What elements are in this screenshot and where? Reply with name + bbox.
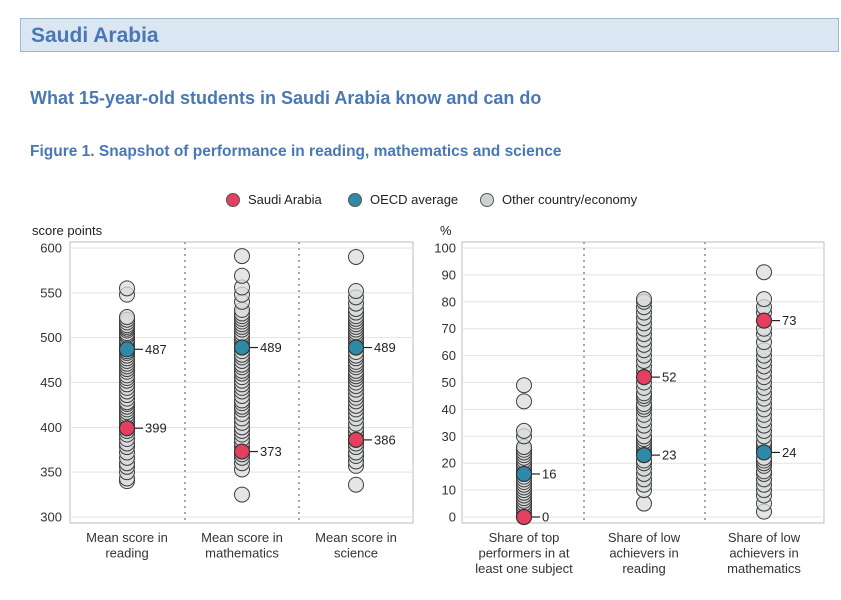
y-tick-label: 500: [40, 330, 62, 345]
category-label: Mean score in science: [315, 530, 397, 561]
legend-dot-other: [480, 192, 494, 207]
point-oecd: [118, 341, 136, 358]
y-tick-label: 60: [442, 348, 456, 363]
data-label-country: 0: [542, 510, 549, 525]
category-label: Share of top performers in at least one su…: [475, 530, 573, 576]
legend-label-country: Saudi Arabia: [248, 192, 322, 207]
chart-panel-2: 0 10 20 30 40 50 60 70 80 90 100% Share of top perfo…: [434, 223, 825, 576]
point-country: [347, 431, 365, 448]
point-country: [755, 312, 773, 329]
chart-panel-1: 300 350 400 450 500 550 600 score points Mean sc…: [32, 223, 414, 561]
category-label-line: performers in at: [478, 546, 569, 561]
y-axis-label: score points: [32, 223, 103, 238]
point-other-country: [234, 267, 250, 284]
data-label-oecd: 16: [542, 466, 556, 481]
point-oecd: [755, 444, 773, 461]
category-label-line: science: [334, 546, 378, 561]
point-other-country: [119, 280, 135, 297]
y-tick-label: 600: [40, 241, 62, 256]
country-banner: Saudi Arabia: [20, 18, 839, 52]
data-label-country: 73: [782, 313, 796, 328]
figure-title: Figure 1. Snapshot of performance in rea…: [30, 143, 562, 160]
category-label: Share of low achievers in reading: [608, 530, 681, 576]
point-oecd: [233, 339, 251, 356]
y-axis-label: %: [440, 223, 452, 238]
y-tick-label: 30: [442, 429, 456, 444]
y-tick-label: 400: [40, 420, 62, 435]
legend-dot-country: [226, 192, 240, 207]
point-other-country: [348, 248, 364, 265]
y-tick-label: 450: [40, 375, 62, 390]
category-label-line: achievers in: [609, 546, 678, 561]
category-label: Share of low achievers in mathematics: [727, 530, 801, 576]
y-tick-label: 10: [442, 483, 456, 498]
point-other-country: [636, 495, 652, 512]
point-other-country: [636, 291, 652, 308]
category-label-line: achievers in: [729, 546, 798, 561]
y-tick-label: 350: [40, 465, 62, 480]
legend-label-oecd: OECD average: [370, 192, 459, 207]
y-tick-label: 40: [442, 402, 456, 417]
point-other-country: [119, 309, 135, 326]
category-label-line: mathematics: [727, 561, 801, 576]
y-tick-label: 300: [40, 510, 62, 525]
section-title: What 15-year-old students in Saudi Arabi…: [30, 88, 542, 108]
y-tick-label: 70: [442, 321, 456, 336]
point-oecd: [347, 339, 365, 356]
data-label-oecd: 489: [374, 340, 396, 355]
data-label-country: 399: [145, 421, 167, 436]
data-label-oecd: 24: [782, 445, 796, 460]
legend-item-oecd: OECD average: [348, 192, 458, 207]
point-other-country: [348, 476, 364, 493]
category-label-line: Mean score in: [201, 530, 283, 545]
category-label-line: Mean score in: [315, 530, 397, 545]
legend-label-other: Other country/economy: [502, 192, 638, 207]
point-other-country: [516, 422, 532, 439]
point-country: [233, 443, 251, 460]
point-other-country: [348, 283, 364, 300]
category-label-line: Mean score in: [86, 530, 168, 545]
category-label: Mean score in reading: [86, 530, 168, 561]
point-other-country: [234, 248, 250, 265]
y-tick-label: 0: [449, 510, 456, 525]
chart-legend: Saudi Arabia OECD average Other country/…: [0, 192, 841, 214]
country-title: Saudi Arabia: [31, 24, 159, 47]
legend-dot-oecd: [348, 192, 362, 207]
y-tick-label: 100: [434, 241, 456, 256]
point-other-country: [516, 393, 532, 410]
y-tick-label: 20: [442, 456, 456, 471]
category-label-line: reading: [105, 546, 148, 561]
point-country: [635, 369, 653, 386]
point-other-country: [756, 291, 772, 308]
point-country: [515, 508, 533, 526]
data-label-country: 386: [374, 432, 396, 447]
data-label-country: 373: [260, 444, 282, 459]
category-label-line: mathematics: [205, 546, 279, 561]
y-tick-label: 550: [40, 285, 62, 300]
point-other-country: [234, 486, 250, 503]
point-oecd: [515, 465, 533, 483]
data-label-country: 52: [662, 370, 676, 385]
category-label-line: reading: [622, 561, 665, 576]
legend-item-other: Other country/economy: [480, 192, 637, 207]
category-label-line: Share of low: [728, 530, 801, 545]
data-label-oecd: 487: [145, 342, 167, 357]
point-oecd: [635, 447, 653, 464]
point-country: [118, 420, 136, 437]
y-tick-label: 50: [442, 375, 456, 390]
category-label: Mean score in mathematics: [201, 530, 283, 561]
point-other-country: [516, 377, 532, 394]
data-label-oecd: 23: [662, 448, 676, 463]
category-label-line: least one subject: [475, 561, 573, 576]
y-tick-label: 90: [442, 267, 456, 282]
y-tick-label: 80: [442, 294, 456, 309]
category-label-line: Share of top: [489, 530, 560, 545]
point-other-country: [756, 264, 772, 281]
data-label-oecd: 489: [260, 340, 282, 355]
legend-item-country: Saudi Arabia: [226, 192, 322, 207]
category-label-line: Share of low: [608, 530, 681, 545]
